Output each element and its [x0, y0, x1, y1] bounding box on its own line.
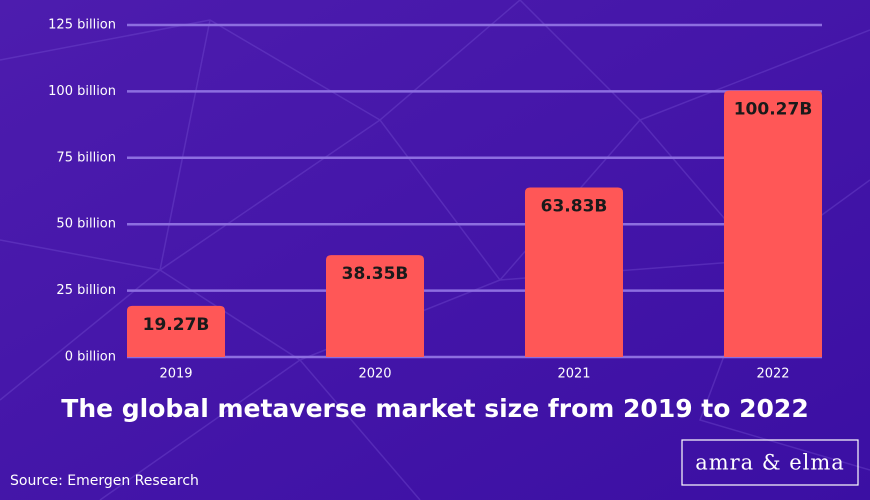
x-tick-label: 2020: [358, 367, 391, 382]
logo: amra & elma: [695, 451, 845, 475]
y-tick-label: 125 billion: [48, 18, 116, 33]
bar: [724, 90, 822, 358]
bar: [326, 255, 424, 357]
y-tick-label: 50 billion: [56, 217, 116, 232]
bar: [127, 305, 225, 357]
x-tick-label: 2019: [159, 367, 192, 382]
bar: [525, 187, 623, 357]
y-tick-label: 25 billion: [56, 283, 116, 298]
chart-title: The global metaverse market size from 20…: [61, 394, 808, 423]
y-tick-label: 0 billion: [65, 350, 116, 365]
y-tick-label: 100 billion: [48, 84, 116, 99]
value-label: 63.83B: [541, 196, 608, 216]
logo-box: [681, 439, 859, 486]
value-label: 100.27B: [734, 100, 813, 120]
x-tick-label: 2022: [756, 367, 789, 382]
x-tick-label: 2021: [557, 367, 590, 382]
value-label: 19.27B: [143, 315, 210, 335]
source-note: Source: Emergen Research: [10, 473, 199, 489]
value-label: 38.35B: [342, 264, 409, 284]
y-tick-label: 75 billion: [56, 150, 116, 165]
